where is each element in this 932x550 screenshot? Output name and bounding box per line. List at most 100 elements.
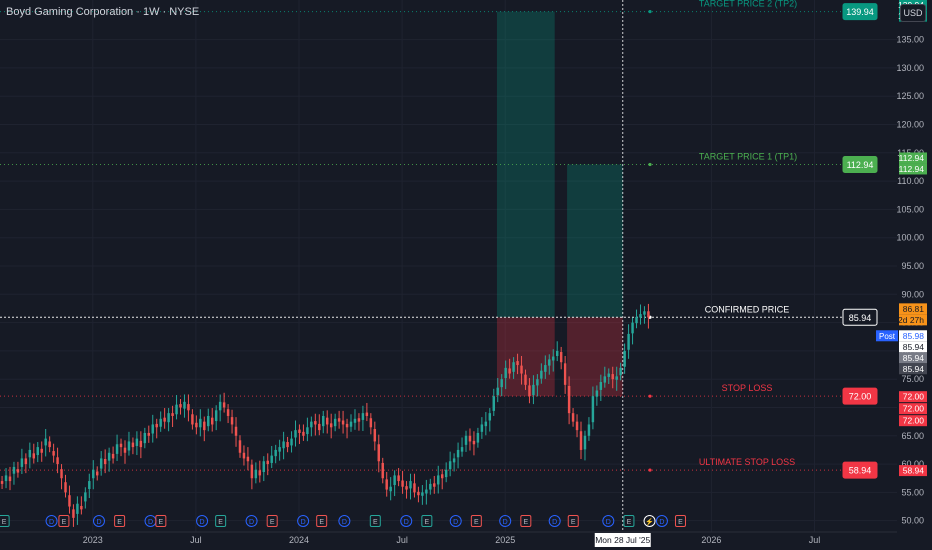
axis-tp1-tag-text: 112.94 (899, 153, 925, 163)
candle-body (147, 432, 151, 436)
candle-body (373, 428, 377, 442)
time-tick-label: 2026 (701, 535, 721, 545)
event-label: D (249, 519, 254, 526)
candle-body (187, 404, 190, 411)
candle-body (318, 423, 321, 431)
candle-body (496, 387, 499, 396)
candle-body (579, 431, 583, 450)
dividend-event-icon (45, 515, 58, 527)
candle-body (175, 404, 178, 415)
candle-body (60, 469, 63, 479)
candle-body (139, 440, 143, 448)
level-label: CONFIRMED PRICE (705, 304, 790, 314)
candle-body (361, 413, 365, 420)
candle-body (599, 382, 603, 390)
level-price-tag-text: 139.94 (846, 7, 874, 17)
axis-confirmed-tag (899, 341, 927, 353)
event-label: D (659, 519, 664, 526)
candle-body (155, 423, 158, 428)
candle-body (504, 367, 507, 379)
candle-body (207, 415, 210, 427)
level-price-tag (842, 387, 878, 405)
time-tick-label: Jul (190, 535, 202, 545)
candle-body (643, 311, 646, 315)
dividend-event-icon (92, 515, 105, 527)
axis-post-tag-text: Post (879, 332, 896, 341)
candle-body (464, 435, 468, 445)
axis-tp1-tag (899, 163, 927, 175)
candle-body (4, 475, 8, 482)
earnings-event-icon (0, 515, 10, 527)
candle-body (111, 453, 115, 459)
candle-body (460, 447, 464, 452)
axis-post-price (899, 330, 927, 342)
event-label: D (552, 519, 557, 526)
candle-body (615, 376, 618, 380)
candle-body (631, 322, 634, 334)
axis-confirmed-tag (899, 352, 927, 364)
candle-body (595, 390, 599, 397)
price-tick-label: 110.00 (897, 176, 924, 186)
candle-body (333, 418, 337, 427)
candle-body (532, 384, 535, 396)
event-label: E (159, 519, 164, 526)
candle-body (234, 426, 238, 436)
candle-body (437, 475, 440, 485)
candle-body (647, 311, 650, 318)
event-label: D (301, 519, 306, 526)
candle-body (159, 418, 162, 427)
candle-body (389, 486, 392, 492)
axis-confirmed-tag-text: 85.94 (903, 364, 925, 374)
price-tick-label: 95.00 (901, 261, 924, 271)
level-label: TARGET PRICE 1 (TP1) (699, 151, 797, 161)
event-label: D (404, 519, 409, 526)
target-zone-2 (567, 164, 623, 318)
candle-body (298, 429, 301, 433)
candle-body (433, 483, 436, 487)
candle-body (16, 469, 20, 473)
candle-body (99, 458, 103, 469)
axis-stop-tag-text: 72.00 (903, 404, 925, 414)
price-tick-label: 100.00 (896, 233, 924, 243)
candle-body (48, 441, 51, 448)
price-tick-label: 50.00 (901, 516, 924, 526)
axis-tp1-tag-text: 112.94 (899, 164, 925, 174)
candle-body (492, 396, 495, 411)
target-zone-1 (496, 11, 555, 318)
candle-body (552, 356, 555, 361)
candle-body (266, 460, 269, 465)
candle-body (96, 471, 99, 476)
event-label: E (117, 519, 122, 526)
candle-body (413, 483, 416, 493)
event-label: E (425, 519, 430, 526)
candle-body (488, 413, 492, 421)
crosshair-date-text: Mon 28 Jul '25 (595, 535, 650, 545)
candle-body (500, 379, 503, 388)
candle-body (425, 489, 428, 494)
candle-body (171, 413, 174, 416)
candle-body (151, 424, 154, 434)
candle-body (214, 410, 218, 422)
earnings-event-icon (114, 515, 126, 527)
candle-body (397, 475, 400, 482)
candle-body (80, 505, 83, 510)
candle-body (195, 422, 198, 428)
price-tick-label: 135.00 (896, 35, 924, 45)
candle-body (571, 413, 575, 422)
axis-last-price-text: 86.81 (903, 304, 925, 314)
candle-body (12, 466, 16, 474)
candle-body (544, 365, 547, 372)
axis-countdown-text: 2d 27h (898, 315, 924, 325)
candle-body (353, 418, 357, 423)
candle-body (583, 435, 587, 450)
axis-confirmed-tag (899, 363, 927, 375)
candle-body (607, 373, 610, 377)
candle-body (115, 444, 119, 454)
candle-body (179, 404, 182, 408)
earnings-event-icon (215, 515, 227, 527)
axis-tp1-tag (899, 152, 927, 164)
level-anchor (648, 468, 652, 472)
currency-button[interactable]: USD (900, 4, 926, 22)
candle-body (385, 479, 388, 490)
